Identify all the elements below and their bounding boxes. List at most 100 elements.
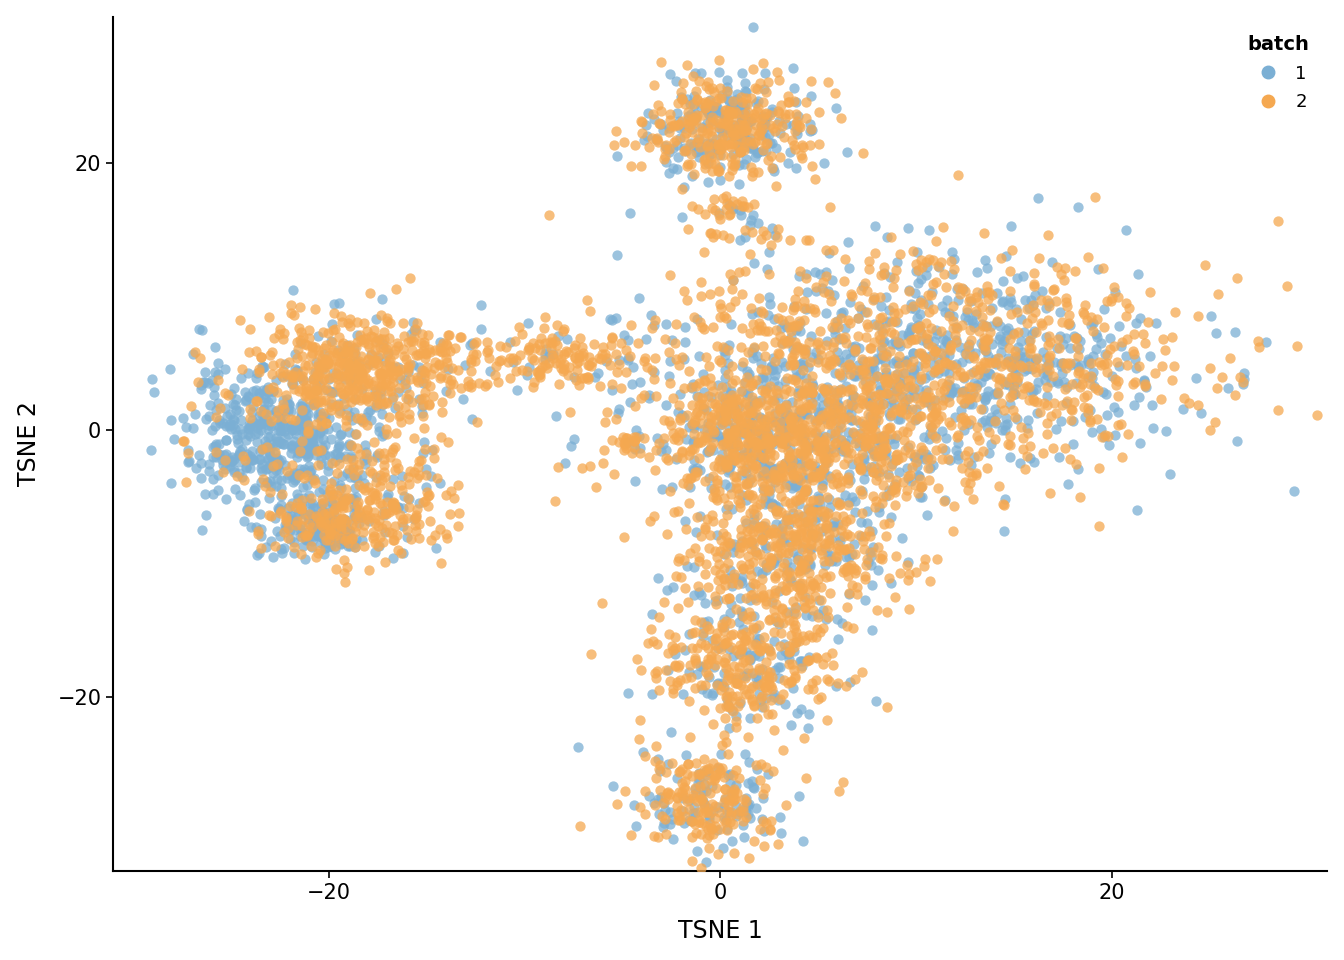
- Point: [702, 128, 723, 143]
- Point: [818, 358, 840, 373]
- Point: [685, 524, 707, 540]
- Point: [331, 511, 352, 526]
- Point: [778, 95, 800, 110]
- Point: [788, 634, 809, 649]
- Point: [739, 521, 761, 537]
- Point: [564, 349, 586, 365]
- Point: [730, 405, 751, 420]
- Point: [309, 542, 331, 558]
- Point: [804, 304, 825, 320]
- Point: [710, 355, 731, 371]
- Point: [965, 303, 986, 319]
- Point: [870, 434, 891, 449]
- Point: [331, 338, 352, 353]
- Point: [1126, 267, 1148, 282]
- Point: [629, 290, 650, 305]
- Point: [921, 284, 942, 300]
- Point: [1027, 374, 1048, 390]
- Point: [661, 685, 683, 701]
- Point: [812, 397, 833, 413]
- Point: [661, 479, 683, 494]
- Point: [759, 475, 781, 491]
- Point: [857, 261, 879, 276]
- Point: [589, 350, 610, 366]
- Point: [1042, 282, 1063, 298]
- Point: [317, 518, 339, 534]
- Point: [743, 397, 765, 413]
- Point: [716, 425, 738, 441]
- Point: [788, 319, 809, 334]
- Point: [843, 620, 864, 636]
- Point: [387, 363, 409, 378]
- Point: [991, 294, 1012, 309]
- Point: [660, 786, 681, 802]
- Point: [695, 657, 716, 672]
- Point: [836, 396, 857, 412]
- Point: [775, 437, 797, 452]
- Point: [789, 472, 810, 488]
- Point: [824, 383, 845, 398]
- Point: [731, 421, 753, 437]
- Point: [832, 304, 853, 320]
- Point: [728, 144, 750, 159]
- Point: [681, 640, 703, 656]
- Point: [1136, 379, 1157, 395]
- Point: [876, 441, 898, 456]
- Point: [754, 120, 775, 135]
- Point: [1247, 333, 1269, 348]
- Point: [945, 356, 966, 372]
- Point: [996, 355, 1017, 371]
- Point: [845, 428, 867, 444]
- Point: [761, 692, 782, 708]
- Point: [785, 343, 806, 358]
- Point: [890, 338, 911, 353]
- Point: [1021, 310, 1043, 325]
- Point: [335, 448, 356, 464]
- Point: [340, 312, 362, 327]
- Point: [321, 316, 343, 331]
- Point: [680, 658, 702, 673]
- Point: [679, 545, 700, 561]
- Point: [880, 426, 902, 442]
- Point: [341, 530, 363, 545]
- Point: [327, 363, 348, 378]
- Point: [219, 407, 241, 422]
- Point: [687, 143, 708, 158]
- Point: [1043, 281, 1064, 297]
- Point: [323, 486, 344, 501]
- Point: [288, 467, 309, 482]
- Point: [800, 457, 821, 472]
- Point: [390, 477, 411, 492]
- Point: [980, 319, 1001, 334]
- Point: [353, 315, 375, 330]
- Point: [808, 607, 829, 622]
- Point: [616, 431, 637, 446]
- Point: [476, 334, 497, 349]
- Point: [796, 770, 817, 785]
- Point: [257, 438, 278, 453]
- Point: [766, 64, 788, 80]
- Point: [849, 461, 871, 476]
- Point: [719, 767, 741, 782]
- Point: [737, 436, 758, 451]
- Point: [917, 507, 938, 522]
- Point: [523, 373, 544, 389]
- Point: [864, 246, 886, 261]
- Point: [973, 354, 995, 370]
- Point: [794, 375, 816, 391]
- Point: [239, 460, 261, 475]
- Point: [781, 324, 802, 339]
- Point: [284, 307, 305, 323]
- Point: [547, 347, 569, 362]
- Point: [829, 417, 851, 432]
- Point: [886, 472, 907, 488]
- Point: [927, 412, 949, 427]
- Point: [228, 454, 250, 469]
- Point: [782, 425, 804, 441]
- Point: [720, 804, 742, 820]
- Point: [958, 392, 980, 407]
- Point: [788, 548, 809, 564]
- Point: [743, 341, 765, 356]
- Point: [712, 116, 734, 132]
- Point: [304, 509, 325, 524]
